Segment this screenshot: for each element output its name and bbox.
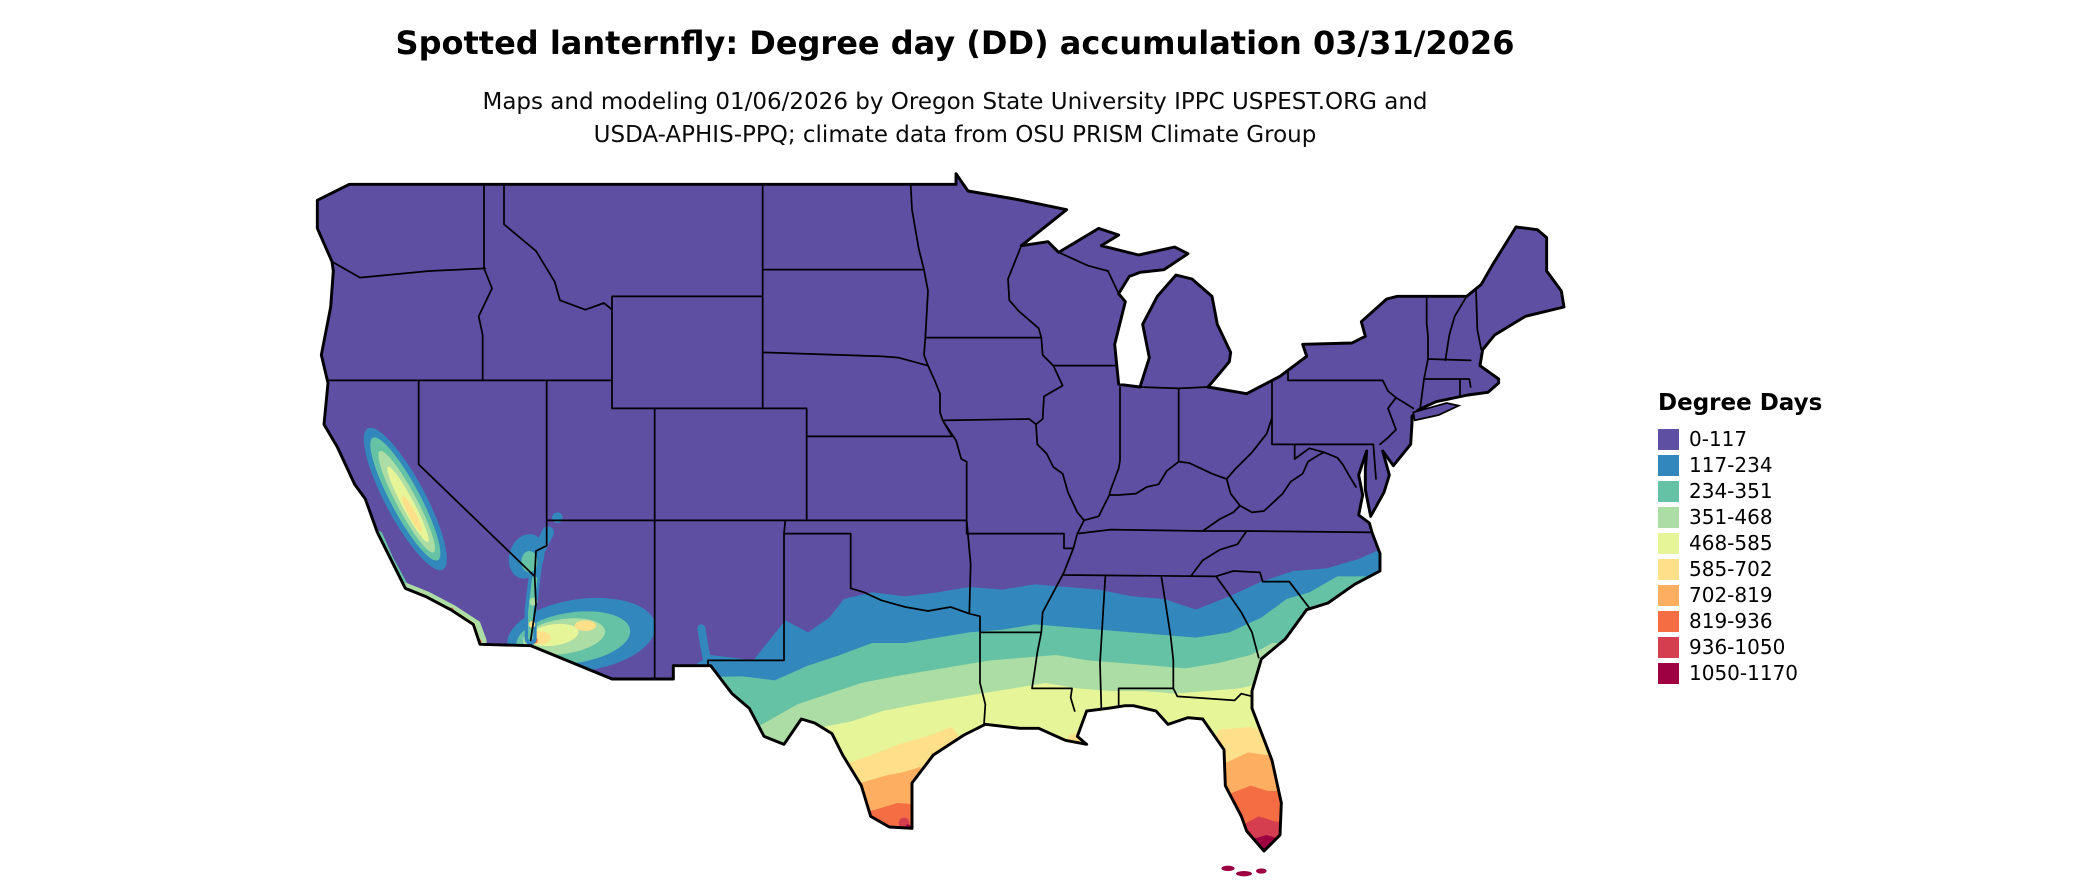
legend-title: Degree Days: [1658, 390, 1823, 416]
us-map-svg: [315, 172, 1566, 877]
legend-label: 117-234: [1689, 453, 1773, 477]
legend: Degree Days 0-117 117-234 234-351 351-46…: [1658, 390, 1822, 686]
subtitle-line-2: USDA-APHIS-PPQ; climate data from OSU PR…: [593, 122, 1317, 149]
legend-swatch: [1658, 506, 1679, 528]
legend-item: 936-1050: [1658, 634, 1822, 660]
key-island: [1256, 868, 1267, 874]
legend-item: 819-936: [1658, 608, 1822, 634]
legend-item: 0-117: [1658, 426, 1822, 452]
legend-label: 819-936: [1689, 609, 1773, 633]
legend-swatch: [1658, 532, 1679, 554]
legend-swatch: [1658, 610, 1679, 632]
valley-band: [402, 495, 422, 532]
legend-item: 585-702: [1658, 556, 1822, 582]
rio-grande-valley-nm: [697, 624, 712, 669]
florida-keys: [1221, 865, 1267, 877]
legend-swatch: [1658, 428, 1679, 450]
legend-swatch: [1658, 480, 1679, 502]
page-title: Spotted lanternfly: Degree day (DD) accu…: [395, 24, 1515, 62]
legend-item: 351-468: [1658, 504, 1822, 530]
legend-swatch: [1658, 662, 1679, 684]
band-1050-1170-florida: [1236, 834, 1284, 851]
legend-label: 1050-1170: [1689, 661, 1799, 685]
key-island: [1236, 871, 1252, 877]
legend-label: 936-1050: [1689, 635, 1786, 659]
legend-swatch: [1658, 584, 1679, 606]
subtitle-line-1: Maps and modeling 01/06/2026 by Oregon S…: [482, 89, 1428, 115]
river-strip: [697, 624, 712, 669]
key-island: [1221, 865, 1235, 871]
california-central-valley: [363, 427, 447, 571]
legend-label: 585-702: [1689, 557, 1773, 581]
legend-item: 468-585: [1658, 530, 1822, 556]
legend-swatch: [1658, 454, 1679, 476]
river-strip: [528, 576, 538, 641]
legend-item: 117-234: [1658, 452, 1822, 478]
map-fill-layer: [317, 173, 1564, 851]
legend-items: 0-117 117-234 234-351 351-468 468-585 58…: [1658, 426, 1822, 686]
hotspot-dot: [574, 620, 596, 631]
legend-label: 702-819: [1689, 583, 1773, 607]
legend-swatch: [1658, 558, 1679, 580]
legend-swatch: [1658, 636, 1679, 658]
us-outline: [315, 172, 1566, 853]
legend-item: 1050-1170: [1658, 660, 1822, 686]
legend-item: 234-351: [1658, 478, 1822, 504]
hotspot-dot: [552, 512, 563, 523]
legend-item: 702-819: [1658, 582, 1822, 608]
legend-label: 234-351: [1689, 479, 1773, 503]
state-borders: [324, 183, 1483, 726]
map-subtitle: Maps and modeling 01/06/2026 by Oregon S…: [482, 86, 1427, 153]
legend-label: 0-117: [1689, 427, 1748, 451]
long-island: [1412, 402, 1462, 422]
us-degree-day-map: [300, 160, 1580, 890]
legend-label: 468-585: [1689, 531, 1773, 555]
legend-label: 351-468: [1689, 505, 1773, 529]
